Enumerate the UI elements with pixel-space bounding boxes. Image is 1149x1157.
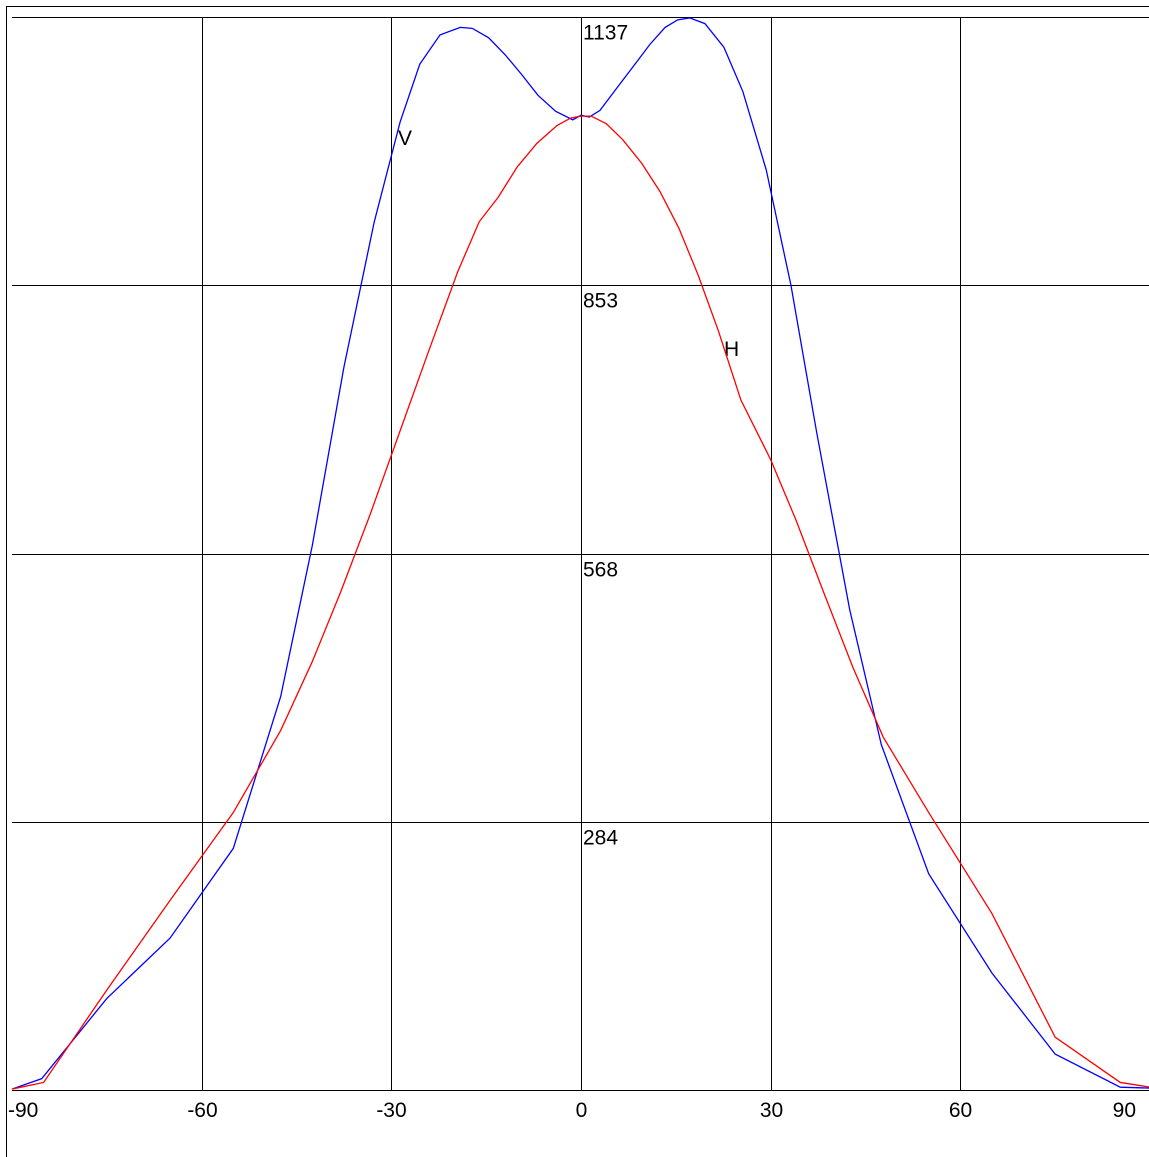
x-tick-label: 30 (760, 1099, 783, 1122)
y-tick-label: 853 (583, 290, 618, 313)
x-tick-label: 90 (1113, 1099, 1136, 1122)
y-tick-label: 568 (583, 559, 618, 582)
line-series (11, 17, 1149, 1090)
y-tick-label: 1137 (583, 22, 628, 45)
y-tick-label: 284 (583, 827, 618, 850)
series-label: H (724, 338, 739, 361)
x-tick-label: 60 (949, 1099, 972, 1122)
series-label: V (398, 127, 412, 150)
line-series (11, 115, 1149, 1090)
frame (6, 6, 1149, 1157)
x-tick-label: -60 (187, 1099, 217, 1122)
x-tick-label: -90 (8, 1099, 38, 1122)
x-tick-label: -30 (376, 1099, 406, 1122)
x-tick-label: 0 (576, 1099, 588, 1122)
